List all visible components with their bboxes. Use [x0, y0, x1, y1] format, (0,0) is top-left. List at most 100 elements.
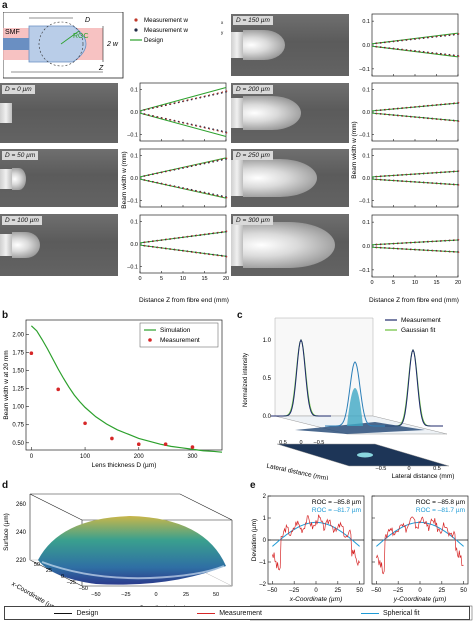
measurement-wx-point: [208, 232, 211, 235]
x-tick-label: 50: [356, 588, 363, 594]
measurement-wx-point: [161, 239, 163, 241]
measurement-wx-point: [384, 41, 387, 43]
measurement-wx-point: [376, 178, 378, 181]
measurement-wx-point: [195, 190, 198, 192]
measurement-wx-point: [453, 239, 455, 241]
measurement-wx-point: [440, 103, 443, 106]
measurement-wx-point: [419, 50, 421, 53]
photo-d200: D = 200 µm: [231, 83, 349, 143]
measurement-wx-point: [213, 93, 215, 95]
x-tick-label: 50: [460, 588, 467, 594]
x-tick-label: 20: [455, 280, 461, 286]
measurement-line: [272, 514, 360, 571]
measurement-wx-point: [178, 249, 180, 252]
photo-d50: D = 50 µm: [0, 149, 118, 207]
measurement-point: [136, 442, 141, 447]
photo-tag: D = 300 µm: [233, 216, 273, 225]
panel-b: b 0.50 0.75 1.00 1.25 1.50 1.75 2.00 0 100 200 300…: [0, 310, 235, 480]
x-tick-label: –25: [289, 588, 300, 594]
x-tick-label: 25: [438, 588, 445, 594]
measurement-wx-point: [200, 96, 202, 98]
measurement-wx-point: [414, 50, 417, 52]
measurement-wx-point: [217, 195, 219, 197]
legend-box: [139, 322, 219, 348]
measurement-wx-point: [419, 116, 421, 119]
y-tick-label: 2.00: [12, 332, 24, 338]
legend-panel-a: Measurement w x Measurement w y Design: [130, 17, 224, 44]
x-tick-label: –50: [79, 586, 88, 592]
y-tick-label: –0.1: [127, 264, 138, 270]
y-tick-label: 0.0: [362, 176, 370, 182]
measurement-wx-point: [436, 182, 438, 185]
design-line: [139, 112, 227, 138]
measurement-wx-point: [414, 106, 417, 108]
deviation-chart: –2 –1 0 1 2 –50 –25 0 25 50 x-Coordinate (µm) ROC =…: [250, 494, 473, 621]
measurement-wx-point: [221, 231, 223, 233]
measurement-wx-point: [393, 114, 395, 116]
legend-simulation-label: Simulation: [160, 327, 191, 334]
z-tick-label: 240: [16, 530, 27, 536]
measurement-wx-point: [436, 171, 438, 174]
measurement-wx-point: [152, 173, 155, 175]
y-tick-label: 0.1: [130, 220, 138, 226]
legend-my-label: Measurement w: [144, 27, 189, 34]
measurement-wx-point: [457, 120, 460, 122]
measurement-wx-point: [406, 106, 408, 109]
z-tick-label: 260: [16, 502, 27, 508]
panel-label-d: d: [2, 480, 9, 491]
measurement-wx-point: [380, 113, 382, 115]
legend-measurement-label: Measurement: [401, 317, 441, 324]
measurement-wx-point: [165, 118, 168, 120]
beam-width-plots-right: 0.1 0.0 –0.1 0.1 0.0 –0.1 0.1 0.0 –0.1 0.1 0.0 –0.1…: [351, 13, 461, 304]
measurement-wx-point: [414, 249, 417, 251]
design-line: [139, 86, 227, 112]
photo-tag: D = 100 µm: [2, 216, 42, 225]
measurement-wx-point: [208, 161, 211, 163]
measurement-wx-point: [453, 102, 455, 104]
legend-design-swatch: [54, 612, 73, 614]
gaussian-fit-curve: [383, 348, 443, 427]
y-axis-label: Beam width w (mm): [121, 151, 128, 208]
projection-spot: [357, 452, 373, 458]
legend-spherical-fit-swatch: [360, 612, 379, 614]
y-tick-label: –0.1: [127, 198, 138, 204]
measurement-wx-point: [213, 129, 215, 131]
measurement-wx-point: [440, 53, 443, 55]
x-tick-label: 10: [180, 276, 186, 282]
y-tick-label: –0.1: [359, 67, 370, 73]
measurement-wx-point: [376, 175, 378, 178]
measurement-wx-point: [225, 197, 228, 199]
measurement-wx-point: [453, 120, 455, 122]
panel-e: e –2 –1 0 1 2 –50 –25 0 25 50 x-Coordinate (µm) ROC…: [250, 480, 474, 622]
measurement-wx-point: [195, 125, 198, 127]
panel-a: a SMF ROC D 2 w Z D = 0 µm D = 50 µm D =…: [0, 0, 474, 310]
y-tick-label: 0.5: [433, 466, 441, 472]
schematic-smf: SMF: [5, 29, 20, 36]
measurement-wx-point: [161, 171, 163, 173]
measurement-wx-point: [144, 113, 146, 115]
measurement-wx-point: [148, 114, 150, 116]
x-axis-label: y-Coordinate (µm): [393, 596, 447, 603]
measurement-wx-point: [393, 108, 395, 110]
legend-mx-label: Measurement w: [144, 17, 189, 24]
measurement-wx-point: [152, 181, 155, 183]
measurement-wx-point: [449, 34, 451, 36]
measurement-wx-point: [402, 242, 404, 244]
x-tick-label: –25: [393, 588, 404, 594]
measurement-wx-point: [148, 245, 150, 248]
legend-spherical-fit-item: Spherical fit: [360, 610, 420, 617]
measurement-wx-point: [397, 48, 400, 50]
measurement-wx-point: [174, 168, 176, 171]
measurement-wx-point: [161, 247, 163, 249]
measurement-wx-point: [376, 46, 378, 48]
measurement-wx-point: [225, 90, 228, 92]
measurement-wx-point: [436, 240, 438, 242]
measurement-wx-point: [178, 236, 180, 239]
measurement-wx-point: [152, 240, 155, 242]
measurement-wx-point: [427, 104, 430, 107]
y-tick-label: 0.0: [362, 43, 370, 49]
y-tick-label: 2: [263, 494, 267, 500]
measurement-point: [56, 387, 61, 392]
measurement-wx-point: [410, 248, 412, 251]
legend-mx-marker: [134, 18, 138, 22]
